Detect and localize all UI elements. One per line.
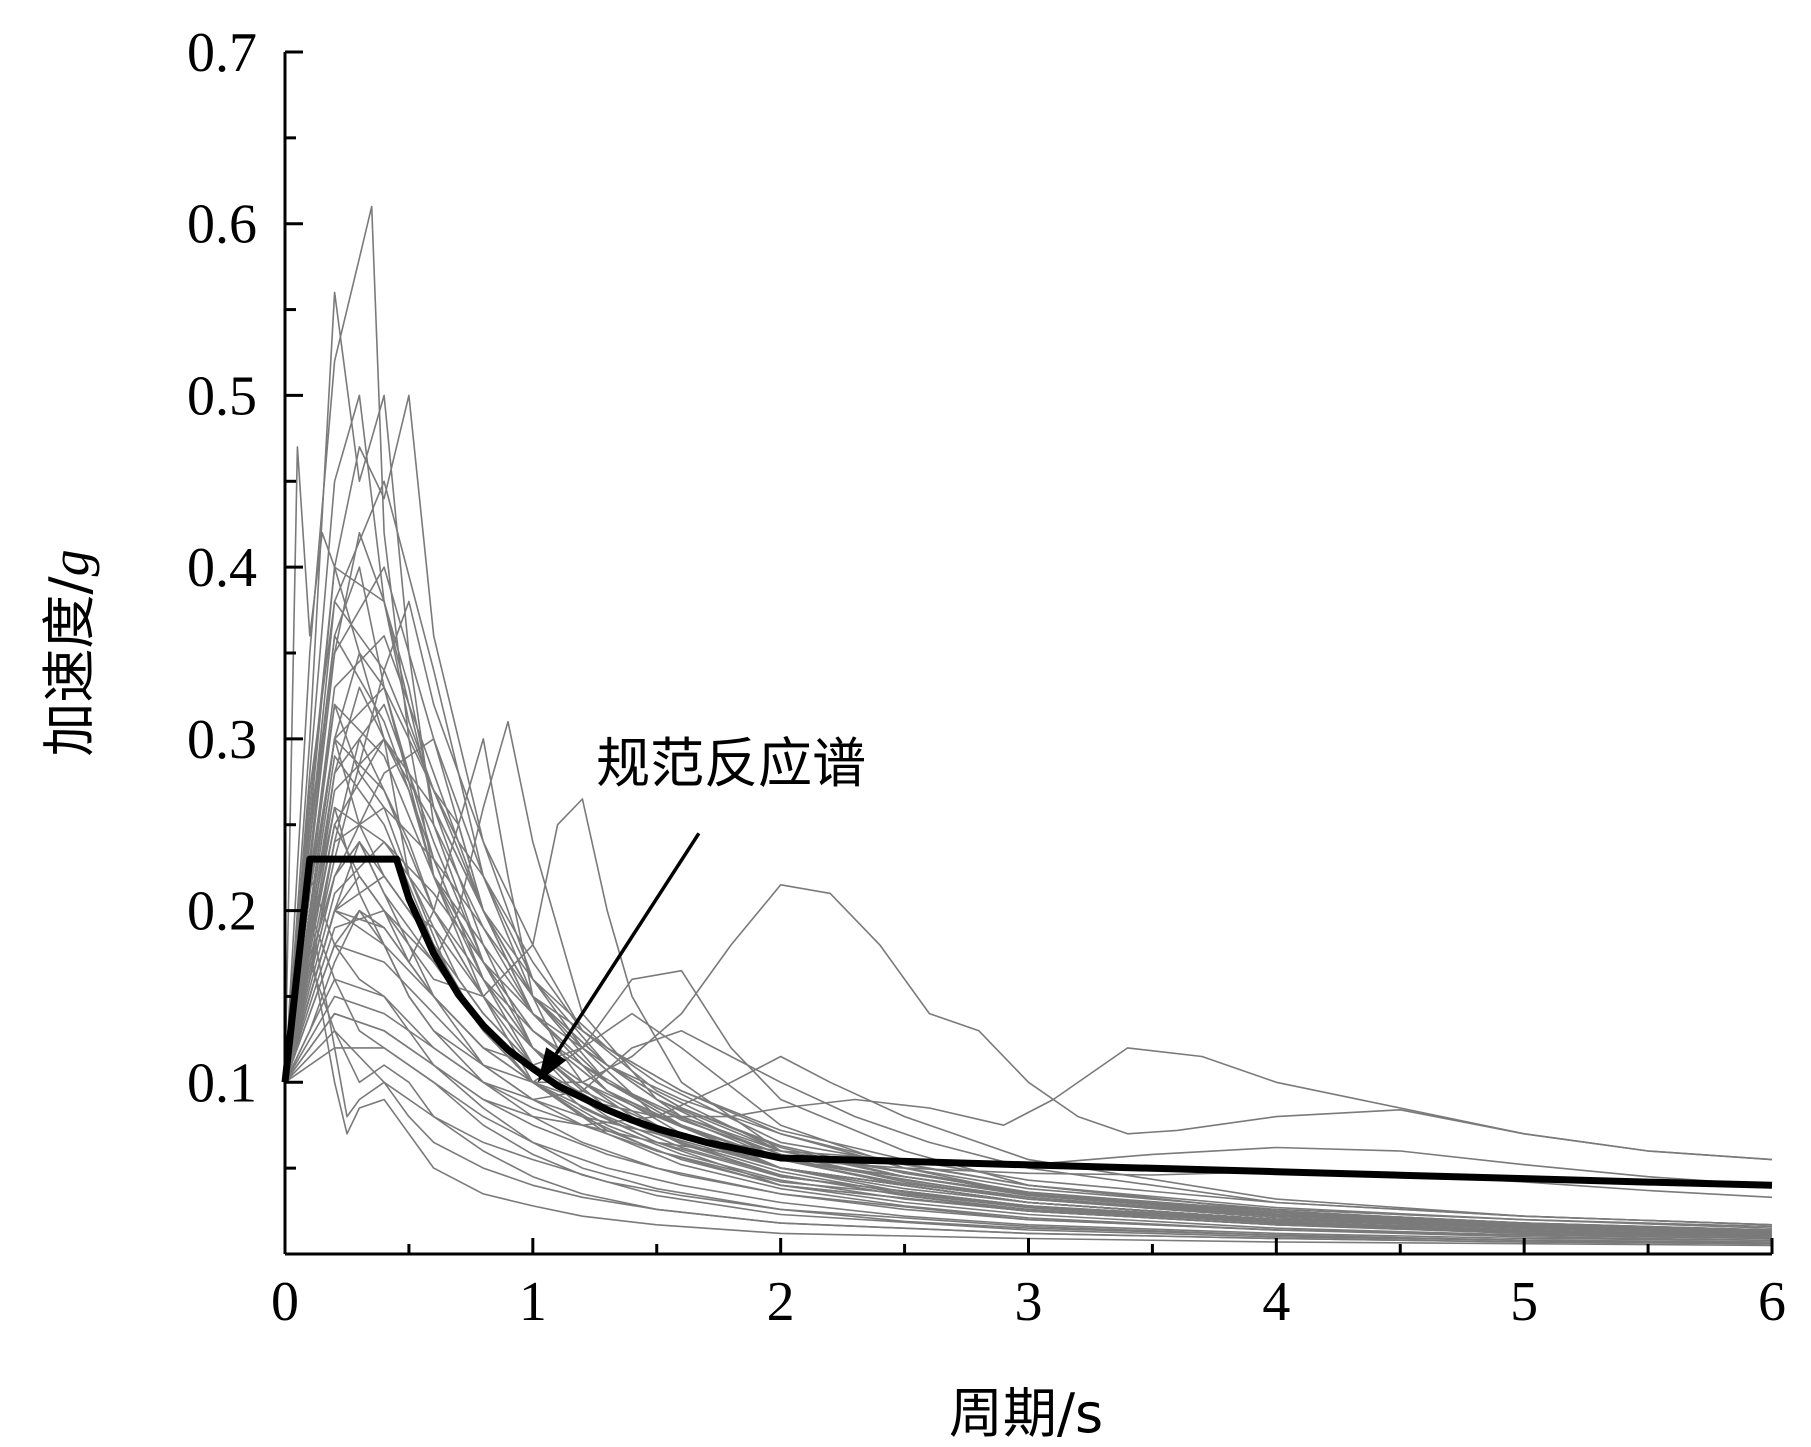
record-line-44 <box>284 566 1773 1238</box>
record-line-45 <box>284 480 1773 1235</box>
y-axis-title: 加速度/g <box>38 549 101 756</box>
record-line-4 <box>284 446 1773 1238</box>
annotation-arrow-head <box>537 1047 567 1083</box>
y-axis-title-unit: g <box>40 549 100 576</box>
record-line-53 <box>284 841 1773 1229</box>
record-line-33 <box>284 1047 1773 1242</box>
record-line-41 <box>284 806 1773 1231</box>
record-line-7 <box>284 652 1773 1231</box>
annotation-arrow <box>554 832 701 1055</box>
record-line-48 <box>284 909 1773 1238</box>
record-line-16 <box>284 909 1773 1236</box>
record-line-18 <box>284 944 1773 1247</box>
annotation-label: 规范反应谱 <box>596 732 866 795</box>
x-tick-label: 0 <box>271 1271 299 1333</box>
record-line-35 <box>284 1030 1773 1243</box>
ground-motion-records <box>284 205 1773 1247</box>
record-line-46 <box>284 566 1773 1238</box>
y-tick-label: 0.2 <box>187 881 257 943</box>
code-spectrum-line <box>281 855 1773 1189</box>
record-line-30 <box>284 995 1773 1226</box>
record-line-21 <box>284 875 1773 1243</box>
record-line-43 <box>284 686 1773 1242</box>
x-tick-label: 4 <box>1262 1271 1290 1333</box>
record-line-20 <box>284 909 1773 1245</box>
record-line-23 <box>284 720 1773 1235</box>
ticks <box>283 50 1774 1254</box>
y-tick-label: 0.6 <box>187 194 257 256</box>
record-line-52 <box>284 755 1773 1240</box>
x-tick-label: 2 <box>767 1271 795 1333</box>
annotation: 规范反应谱 <box>537 732 866 1083</box>
code-spectrum-layer <box>281 855 1773 1189</box>
record-line-26 <box>284 883 1773 1161</box>
record-line-37 <box>284 703 1773 1235</box>
record-line-1 <box>284 205 1773 1235</box>
x-tick-label: 1 <box>519 1271 547 1333</box>
x-axis-title: 周期/s <box>949 1382 1103 1445</box>
x-tick-label: 3 <box>1015 1271 1043 1333</box>
record-line-49 <box>284 738 1773 1233</box>
record-line-9 <box>284 703 1773 1235</box>
y-tick-label: 0.7 <box>187 22 257 84</box>
x-tick-label: 5 <box>1510 1271 1538 1333</box>
y-axis-title-main: 加速度/ <box>38 576 101 757</box>
record-line-50 <box>284 703 1773 1233</box>
y-tick-label: 0.1 <box>187 1052 257 1114</box>
record-line-8 <box>284 686 1773 1233</box>
record-line-51 <box>284 669 1773 1231</box>
record-line-36 <box>284 738 1773 1228</box>
record-line-6 <box>284 531 1773 1235</box>
tick-labels: 0 1 2 3 4 5 6 0.1 0.2 0.3 0.4 0.5 0.6 0.7 <box>187 22 1786 1333</box>
y-tick-label: 0.5 <box>187 365 257 427</box>
y-tick-label: 0.4 <box>187 537 257 599</box>
record-line-27 <box>284 909 1773 1161</box>
record-line-10 <box>284 566 1773 1236</box>
record-line-47 <box>284 806 1773 1226</box>
record-line-19 <box>284 961 1773 1245</box>
x-tick-label: 6 <box>1758 1271 1786 1333</box>
y-tick-label: 0.3 <box>187 709 257 771</box>
record-line-2 <box>284 291 1773 1235</box>
